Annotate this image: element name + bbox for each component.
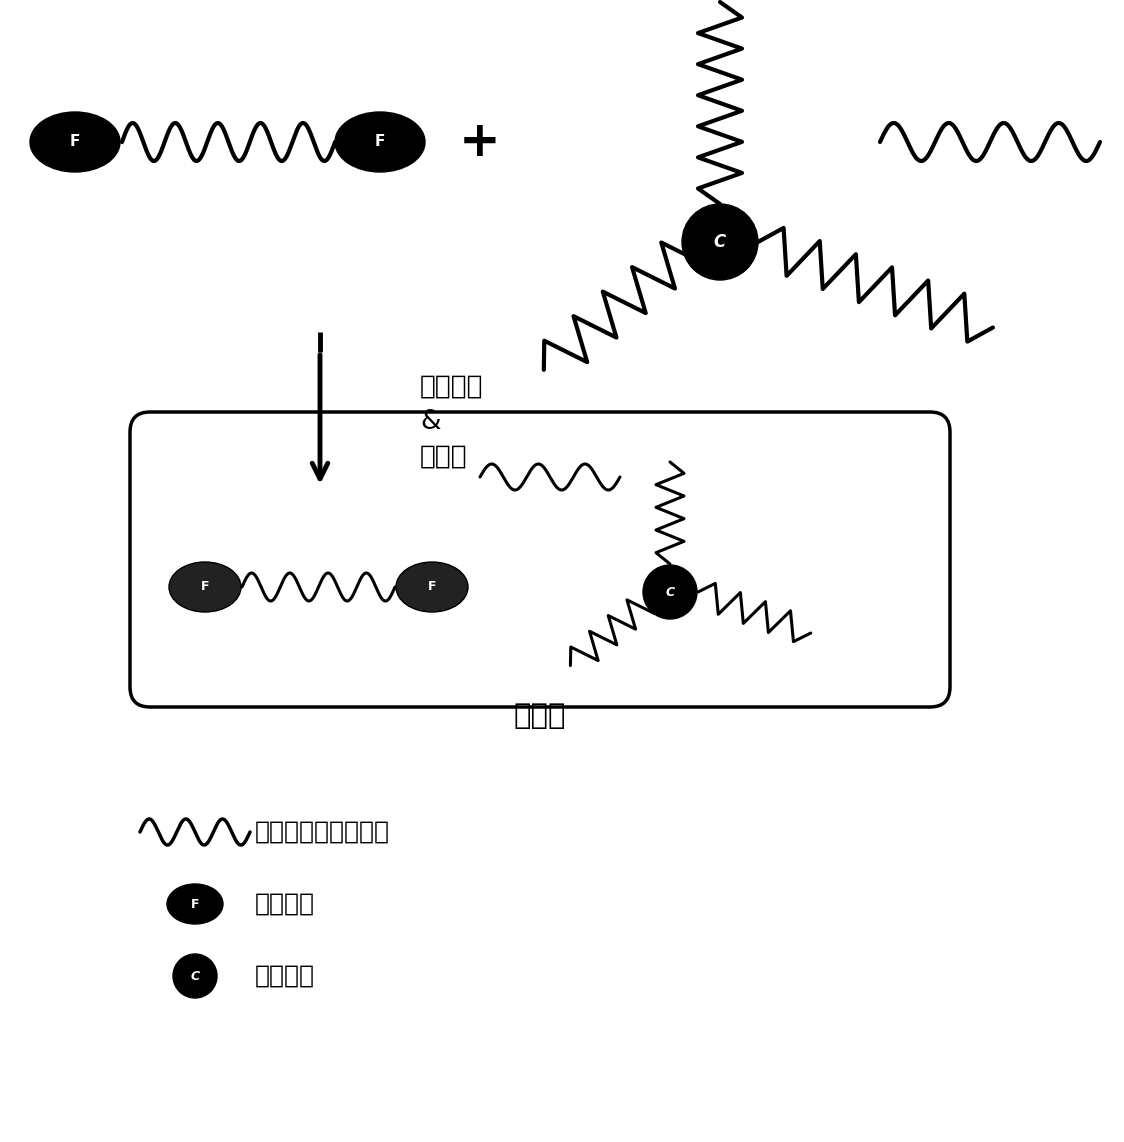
Text: 双改性: 双改性 (514, 702, 566, 730)
Text: F: F (70, 135, 80, 150)
FancyBboxPatch shape (130, 412, 950, 707)
Ellipse shape (30, 112, 120, 172)
Text: F: F (191, 898, 199, 910)
Text: ：偶联剂: ：偶联剂 (255, 964, 315, 988)
Text: C: C (190, 970, 200, 982)
Text: C: C (665, 586, 674, 598)
Text: &: & (420, 409, 441, 435)
Text: F: F (201, 580, 209, 594)
Circle shape (643, 565, 697, 619)
Circle shape (173, 954, 217, 998)
Text: 溶液共混: 溶液共混 (420, 373, 483, 400)
Text: C: C (714, 233, 726, 251)
Text: ：官能团: ：官能团 (255, 892, 315, 916)
Circle shape (682, 204, 758, 280)
Ellipse shape (396, 562, 468, 612)
Ellipse shape (335, 112, 425, 172)
Text: F: F (428, 580, 436, 594)
Text: +: + (459, 118, 501, 166)
Ellipse shape (167, 884, 223, 924)
Text: ：溶液苯乙烯丁二烯: ：溶液苯乙烯丁二烯 (255, 820, 390, 844)
Text: 固体化: 固体化 (420, 444, 468, 471)
Text: F: F (374, 135, 386, 150)
Ellipse shape (169, 562, 241, 612)
